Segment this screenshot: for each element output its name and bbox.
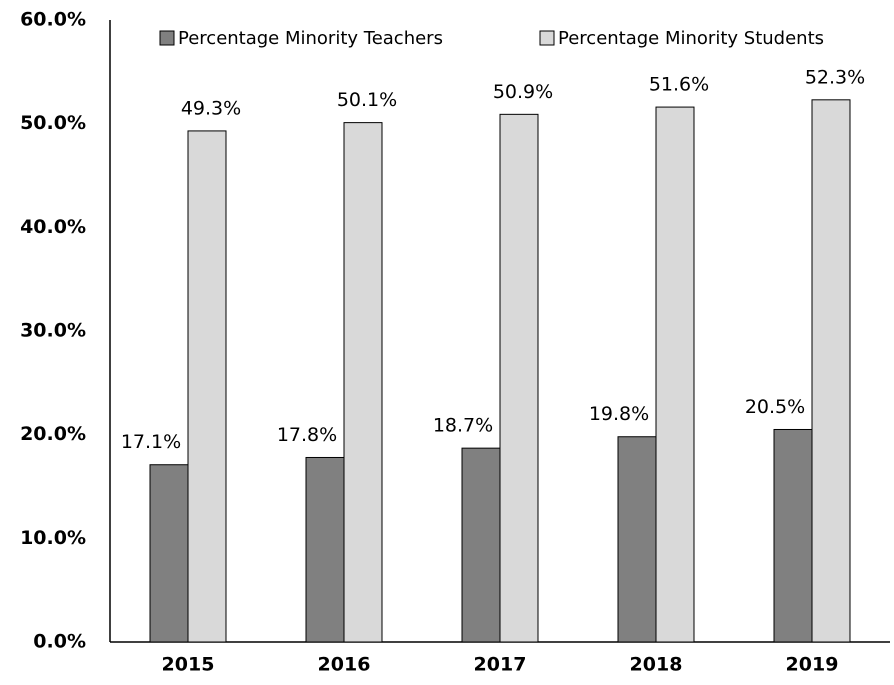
- value-label: 50.9%: [493, 81, 553, 103]
- bar: [343, 122, 383, 643]
- x-tick-label: 2015: [162, 654, 215, 676]
- y-tick-label: 0.0%: [33, 631, 86, 653]
- value-label: 19.8%: [589, 403, 649, 425]
- x-tick-label: 2018: [630, 654, 683, 676]
- value-label: 17.8%: [277, 424, 337, 446]
- bar: [773, 428, 813, 643]
- y-tick-label: 60.0%: [20, 9, 86, 31]
- bar: [305, 456, 345, 643]
- y-tick-label: 40.0%: [20, 216, 86, 238]
- bar: [149, 464, 189, 643]
- value-label: 52.3%: [805, 66, 865, 88]
- value-label: 50.1%: [337, 89, 397, 111]
- x-tick-label: 2016: [318, 654, 371, 676]
- x-tick-label: 2017: [474, 654, 527, 676]
- y-tick-label: 20.0%: [20, 423, 86, 445]
- value-label: 18.7%: [433, 415, 493, 437]
- legend-swatch: [159, 30, 175, 46]
- y-tick-label: 10.0%: [20, 527, 86, 549]
- value-label: 17.1%: [121, 431, 181, 453]
- bar: [187, 130, 227, 643]
- legend-label: Percentage Minority Teachers: [178, 28, 443, 49]
- bar: [811, 99, 851, 643]
- y-tick-label: 50.0%: [20, 112, 86, 134]
- value-label: 51.6%: [649, 74, 709, 96]
- bar: [617, 436, 657, 643]
- legend-label: Percentage Minority Students: [558, 28, 824, 49]
- value-label: 49.3%: [181, 97, 241, 119]
- bar: [655, 106, 695, 643]
- bar: [499, 113, 539, 643]
- y-tick-label: 30.0%: [20, 320, 86, 342]
- bar: [461, 447, 501, 643]
- legend-swatch: [539, 30, 555, 46]
- x-tick-label: 2019: [786, 654, 839, 676]
- value-label: 20.5%: [745, 396, 805, 418]
